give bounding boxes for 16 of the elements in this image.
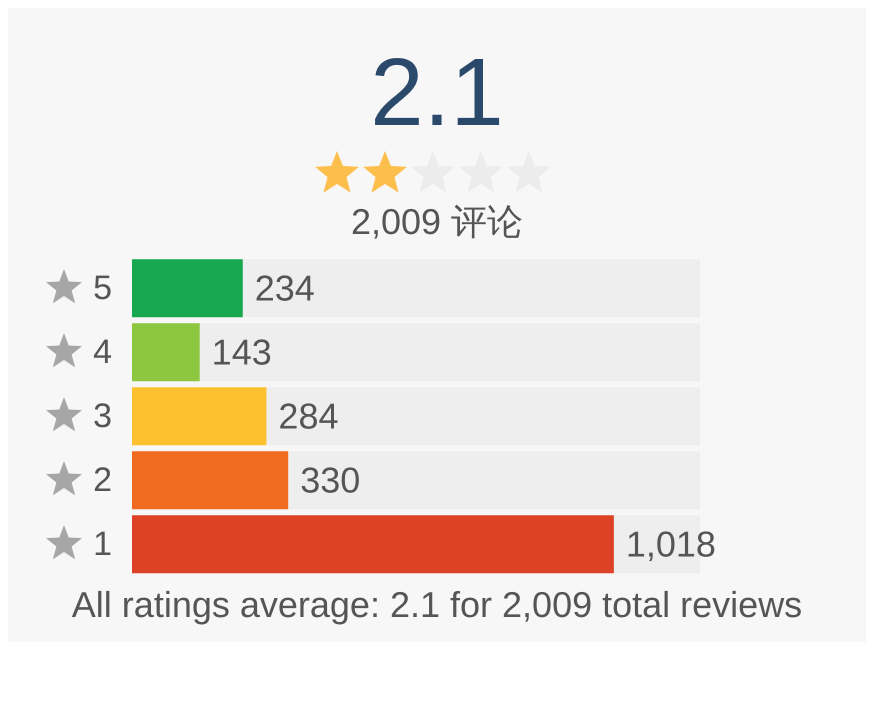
chart-title: 2.1 xyxy=(369,38,505,148)
data-label: 330 xyxy=(300,460,360,501)
bar xyxy=(132,259,243,318)
y-tick-label: 1 xyxy=(93,525,112,563)
y-tick-label: 3 xyxy=(93,397,112,435)
text: All ratings average: 2.1 for 2,009 total reviews xyxy=(70,583,804,627)
chart-subtitle: 2,009 评论 xyxy=(350,200,524,244)
y-tick-label: 5 xyxy=(93,269,112,307)
data-label: 143 xyxy=(212,332,272,373)
bar xyxy=(132,387,266,446)
bar xyxy=(132,323,200,382)
data-label: 284 xyxy=(278,396,339,437)
data-label: 1,018 xyxy=(626,524,716,565)
y-tick-label: 2 xyxy=(93,461,112,499)
data-label: 234 xyxy=(254,268,315,309)
y-tick-label: 4 xyxy=(93,333,112,371)
